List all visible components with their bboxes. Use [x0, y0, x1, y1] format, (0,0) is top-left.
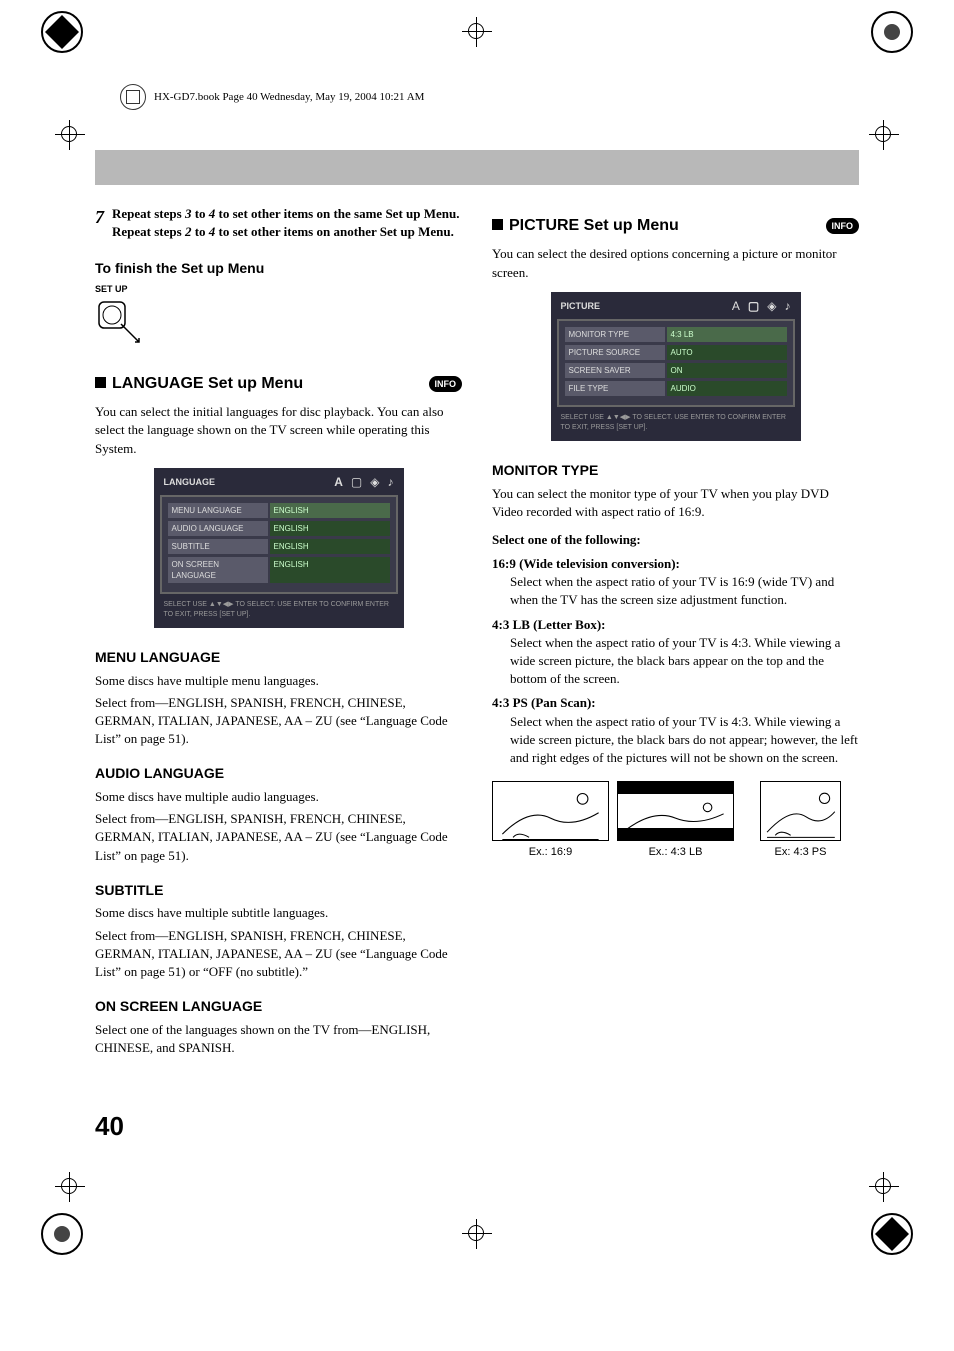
reg-circle-left-bottom — [40, 1212, 84, 1256]
opt-43ps-b: Select when the aspect ratio of your TV … — [492, 713, 859, 768]
aspect-169-img — [492, 781, 609, 841]
menu-tab-icons: A▢◈♪ — [732, 298, 791, 315]
step-7: 7 Repeat steps 3 to 4 to set other items… — [95, 205, 462, 241]
picture-section-head: PICTURE Set up Menu INFO — [492, 215, 859, 237]
language-section-title: LANGUAGE Set up Menu — [95, 373, 303, 395]
monitor-type-h: MONITOR TYPE — [492, 461, 859, 481]
crosshair-row-upper — [0, 120, 954, 150]
aspect-43lb-img — [617, 781, 734, 841]
aspect-169: Ex.: 16:9 — [492, 781, 609, 860]
crosshair-left-upper — [55, 120, 85, 150]
opt-43lb-b: Select when the aspect ratio of your TV … — [492, 634, 859, 689]
opt-169-h: 16:9 (Wide television conversion): — [492, 555, 859, 573]
registration-marks-bottom — [0, 1212, 954, 1256]
page-number: 40 — [0, 1061, 954, 1172]
pic-menu-body: MONITOR TYPE4:3 LB PICTURE SOURCEAUTO SC… — [557, 319, 795, 408]
info-badge: INFO — [826, 218, 860, 235]
header-text: HX-GD7.book Page 40 Wednesday, May 19, 2… — [154, 91, 424, 103]
select-one-h: Select one of the following: — [492, 531, 859, 549]
lang-menu-footer: SELECT USE ▲▼◀▶ TO SELECT. USE ENTER TO … — [160, 594, 398, 622]
info-badge: INFO — [429, 376, 463, 393]
crosshair-left-lower — [55, 1172, 85, 1202]
pic-menu-top-label: PICTURE — [561, 300, 601, 313]
crosshair-right-lower — [869, 1172, 899, 1202]
pic-menu-footer: SELECT USE ▲▼◀▶ TO SELECT. USE ENTER TO … — [557, 407, 795, 435]
subtitle-h: SUBTITLE — [95, 881, 462, 901]
osl-h: ON SCREEN LANGUAGE — [95, 997, 462, 1017]
registration-marks-top — [0, 10, 954, 54]
picture-intro: You can select the desired options conce… — [492, 245, 859, 281]
aspect-43ps-img — [760, 781, 842, 841]
picture-menu-screenshot: PICTURE A▢◈♪ MONITOR TYPE4:3 LB PICTURE … — [551, 292, 801, 441]
page-header: HX-GD7.book Page 40 Wednesday, May 19, 2… — [0, 64, 954, 120]
book-icon — [120, 84, 146, 110]
reg-circle-right — [870, 10, 914, 54]
finish-heading: To finish the Set up Menu — [95, 259, 462, 279]
opt-43lb-h: 4:3 LB (Letter Box): — [492, 616, 859, 634]
left-column: 7 Repeat steps 3 to 4 to set other items… — [95, 205, 462, 1061]
menu-tab-icons: A▢◈♪ — [334, 474, 393, 491]
crosshair-bottom — [462, 1219, 492, 1249]
right-column: PICTURE Set up Menu INFO You can select … — [492, 205, 859, 1061]
aspect-43ps: Ex: 4:3 PS — [742, 781, 859, 860]
language-section-head: LANGUAGE Set up Menu INFO — [95, 373, 462, 395]
setup-label: SET UP — [95, 283, 462, 296]
main-content: 7 Repeat steps 3 to 4 to set other items… — [0, 205, 954, 1061]
aspect-43lb: Ex.: 4:3 LB — [617, 781, 734, 860]
menu-language-h: MENU LANGUAGE — [95, 648, 462, 668]
crosshair-top — [462, 17, 492, 47]
crosshair-right-upper — [869, 120, 899, 150]
language-menu-screenshot: LANGUAGE A▢◈♪ MENU LANGUAGEENGLISH AUDIO… — [154, 468, 404, 628]
aspect-examples: Ex.: 16:9 Ex.: 4:3 LB Ex: 4:3 PS — [492, 781, 859, 860]
opt-43ps-h: 4:3 PS (Pan Scan): — [492, 694, 859, 712]
reg-diamond-right-bottom — [870, 1212, 914, 1256]
audio-language-h: AUDIO LANGUAGE — [95, 764, 462, 784]
lang-menu-body: MENU LANGUAGEENGLISH AUDIO LANGUAGEENGLI… — [160, 495, 398, 595]
step-number-7: 7 — [95, 205, 104, 241]
language-intro: You can select the initial languages for… — [95, 403, 462, 458]
gray-banner — [95, 150, 859, 185]
picture-section-title: PICTURE Set up Menu — [492, 215, 679, 237]
remote-button-icon — [95, 298, 462, 353]
reg-diamond-left — [40, 10, 84, 54]
opt-169-b: Select when the aspect ratio of your TV … — [492, 573, 859, 609]
menu-top-label: LANGUAGE — [164, 476, 216, 489]
crosshair-row-lower — [0, 1172, 954, 1202]
